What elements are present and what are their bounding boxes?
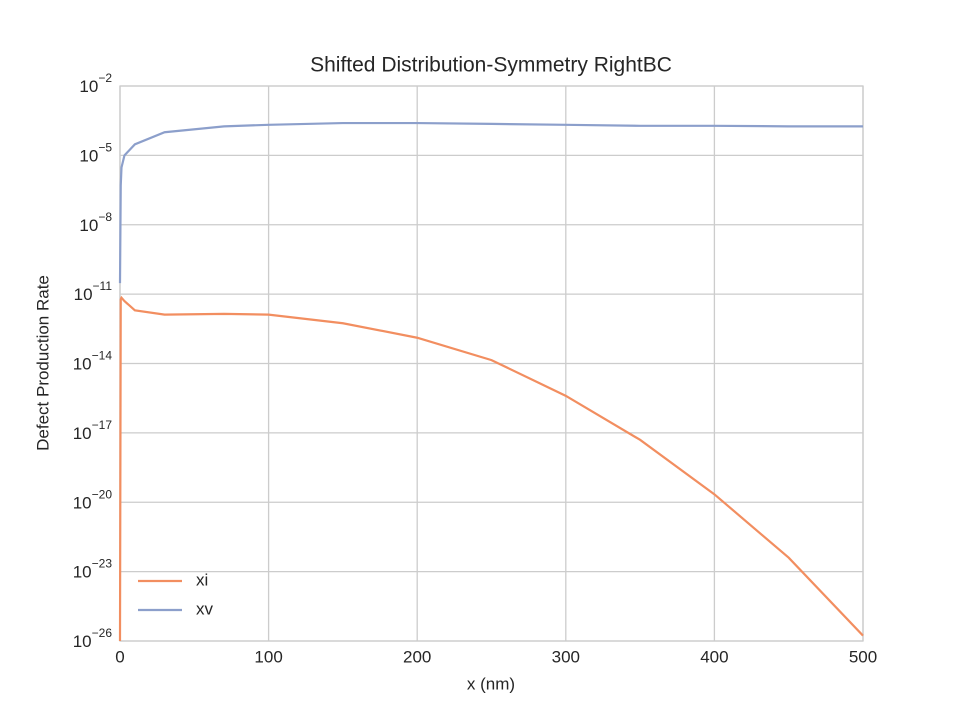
y-tick-exponent: −20: [92, 487, 113, 501]
y-tick-exponent: −5: [98, 141, 112, 155]
y-tick-label: 10−11: [74, 279, 113, 304]
legend-label: xi: [196, 570, 208, 589]
y-tick-label: 10−26: [73, 626, 113, 651]
x-tick-label: 400: [700, 647, 728, 666]
y-tick-exponent: −8: [98, 210, 112, 224]
y-tick-label: 10−5: [79, 141, 112, 166]
y-tick-exponent: −11: [93, 279, 113, 293]
y-tick-base: 10: [73, 355, 92, 374]
y-tick-label: 10−14: [73, 349, 113, 374]
x-tick-label: 0: [115, 647, 124, 666]
y-tick-exponent: −17: [92, 418, 113, 432]
x-tick-label: 500: [849, 647, 877, 666]
y-tick-base: 10: [73, 632, 92, 651]
y-tick-label: 10−8: [79, 210, 112, 235]
legend-label: xv: [196, 599, 214, 618]
y-tick-exponent: −14: [92, 349, 113, 363]
line-series: [118, 295, 864, 642]
x-tick-label: 200: [403, 647, 431, 666]
y-tick-base: 10: [73, 494, 92, 513]
y-tick-exponent: −2: [98, 71, 112, 85]
y-tick-base: 10: [74, 286, 93, 305]
y-tick-label: 10−20: [73, 487, 113, 512]
chart-title: Shifted Distribution-Symmetry RightBC: [310, 54, 672, 77]
y-tick-base: 10: [79, 216, 98, 235]
y-tick-exponent: −26: [92, 626, 113, 640]
y-tick-label: 10−23: [73, 557, 113, 582]
y-tick-label: 10−17: [73, 418, 113, 443]
y-tick-base: 10: [73, 424, 92, 443]
y-tick-label: 10−2: [79, 71, 112, 96]
y-tick-exponent: −23: [92, 557, 113, 571]
x-tick-label: 300: [552, 647, 580, 666]
y-tick-base: 10: [79, 147, 98, 166]
y-tick-base: 10: [79, 77, 98, 96]
y-tick-base: 10: [73, 563, 92, 582]
x-tick-label: 100: [254, 647, 282, 666]
y-axis-label: Defect Production Rate: [33, 275, 52, 451]
line-series: [118, 121, 863, 284]
x-axis-label: x (nm): [467, 674, 515, 693]
